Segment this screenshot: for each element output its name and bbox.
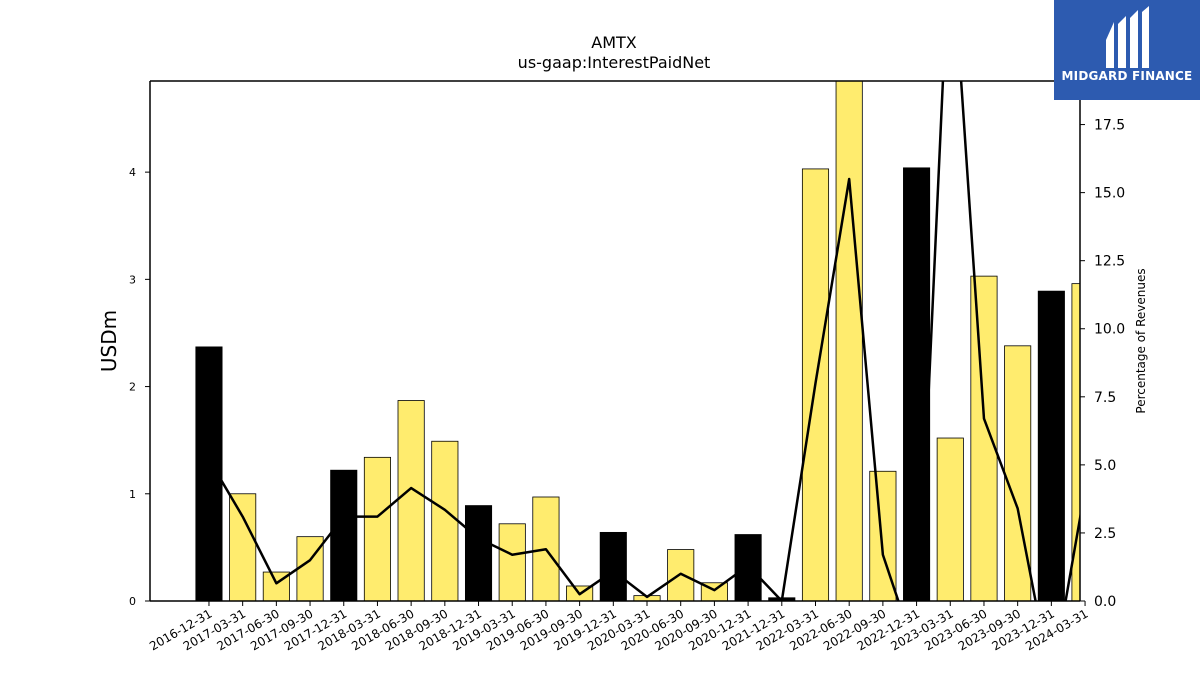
y2-tick-label: 2.5	[1094, 526, 1116, 542]
logo-mark-icon	[1106, 6, 1149, 68]
line-layer	[207, 81, 1080, 601]
chart-subtitle: us-gaap:InterestPaidNet	[518, 53, 711, 72]
bar-2019-12-31	[599, 531, 627, 601]
bar-2018-12-31	[464, 505, 493, 601]
bar-2023-06-30	[970, 275, 998, 601]
logo-text: MIDGARD FINANCE	[1061, 69, 1193, 83]
bar-2022-06-30	[835, 81, 863, 601]
bar-2019-06-30	[532, 496, 560, 601]
bar-2020-06-30	[667, 549, 695, 601]
bar-2018-09-30	[431, 440, 459, 601]
bar-2020-12-31	[734, 534, 762, 601]
y-tick-label: 2	[129, 381, 136, 394]
y2-tick-label: 10.0	[1094, 322, 1125, 338]
y2-tick-label: 12.5	[1094, 254, 1125, 270]
bar-2023-03-31	[936, 437, 964, 601]
bar-2017-03-31	[229, 493, 257, 601]
y2-tick-label: 0.0	[1094, 594, 1116, 610]
bar-2023-09-30	[1004, 345, 1032, 601]
y2-tick-label: 17.5	[1094, 118, 1125, 134]
y2-tick-label: 5.0	[1094, 458, 1116, 474]
y2-axis-label: Percentage of Revenues	[1134, 268, 1148, 413]
midgard-finance-logo: MIDGARD FINANCE	[1054, 0, 1200, 100]
bar-2024-03-31	[1071, 283, 1080, 601]
y-axis-label: USDm	[97, 310, 121, 372]
bar-2019-03-31	[498, 523, 526, 601]
revenue-percentage-line	[207, 81, 1080, 601]
y-tick-label: 4	[129, 166, 136, 179]
bar-2018-03-31	[363, 456, 391, 601]
chart-title: AMTX	[591, 33, 637, 52]
y2-tick-label: 15.0	[1094, 186, 1125, 202]
bar-2023-12-31	[1037, 290, 1065, 601]
y-tick-label: 0	[129, 595, 136, 608]
bar-2018-06-30	[397, 400, 425, 601]
y2-tick-label: 7.5	[1094, 390, 1116, 406]
bars-layer	[195, 81, 1080, 601]
bar-2017-12-31	[330, 469, 358, 601]
y-tick-label: 3	[129, 273, 136, 286]
bar-2022-12-31	[903, 167, 931, 601]
y-tick-label: 1	[129, 488, 136, 501]
